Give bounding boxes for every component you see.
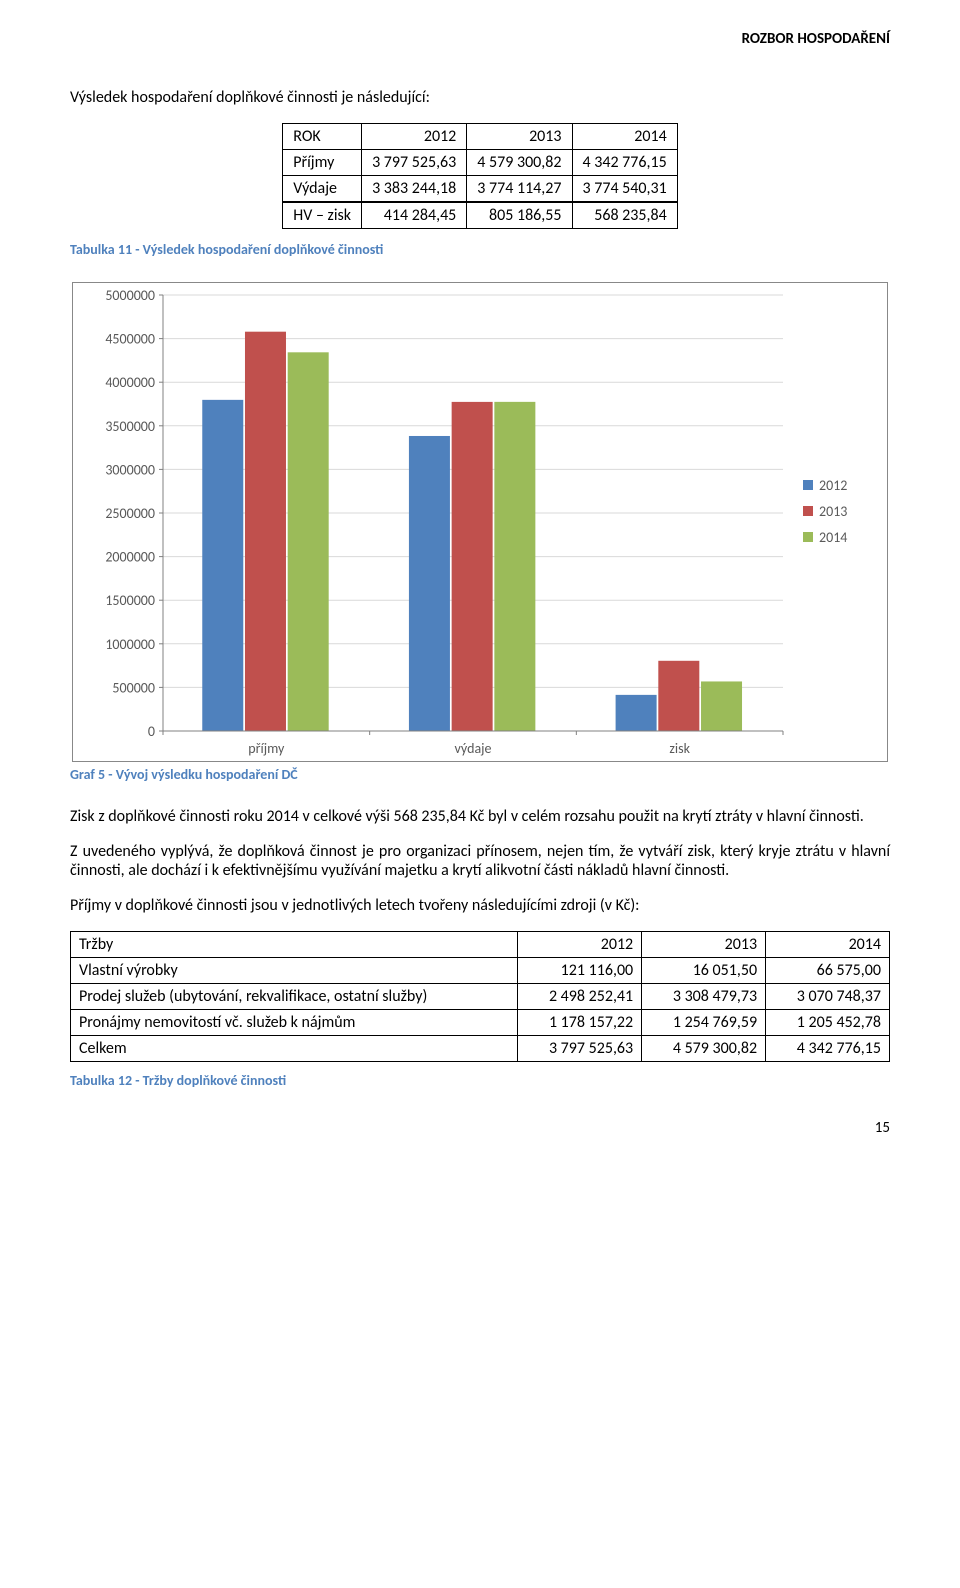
svg-text:2014: 2014 xyxy=(819,529,847,546)
table-cell: 1 254 769,59 xyxy=(642,1010,766,1036)
table-cell: 4 342 776,15 xyxy=(766,1036,890,1062)
table-hv-header-row: ROK 2012 2013 2014 xyxy=(283,124,677,150)
table-cell: Celkem xyxy=(71,1036,518,1062)
table-trzby: Tržby 2012 2013 2014 Vlastní výrobky 121… xyxy=(70,931,890,1062)
table-row: Prodej služeb (ubytování, rekvalifikace,… xyxy=(71,984,890,1010)
table-cell: Pronájmy nemovitostí vč. služeb k nájmům xyxy=(71,1010,518,1036)
bar-chart: 0 500000 1000000 1500000 2000000 2500000 30000… xyxy=(73,283,888,762)
svg-text:4500000: 4500000 xyxy=(105,331,155,348)
table-cell: 414 284,45 xyxy=(362,202,467,229)
table-cell: 4 579 300,82 xyxy=(467,150,572,176)
svg-text:0: 0 xyxy=(148,723,155,740)
table-trzby-caption: Tabulka 12 - Tržby doplňkové činnosti xyxy=(70,1072,890,1089)
table-cell: Výdaje xyxy=(283,176,362,203)
svg-text:1000000: 1000000 xyxy=(105,636,155,653)
table-cell: 3 383 244,18 xyxy=(362,176,467,203)
table-cell: 3 070 748,37 xyxy=(766,984,890,1010)
para-dc-benefit: Z uvedeného vyplývá, že doplňková činnos… xyxy=(70,842,890,880)
para-zisk: Zisk z doplňkové činnosti roku 2014 v ce… xyxy=(70,807,890,826)
table-row: Celkem 3 797 525,63 4 579 300,82 4 342 7… xyxy=(71,1036,890,1062)
table-trzby-header-row: Tržby 2012 2013 2014 xyxy=(71,932,890,958)
table-row: Příjmy 3 797 525,63 4 579 300,82 4 342 7… xyxy=(283,150,677,176)
table-cell: 4 579 300,82 xyxy=(642,1036,766,1062)
svg-text:4000000: 4000000 xyxy=(105,374,155,391)
table-cell: 3 308 479,73 xyxy=(642,984,766,1010)
svg-text:2500000: 2500000 xyxy=(105,505,155,522)
table-cell: 121 116,00 xyxy=(518,958,642,984)
svg-text:výdaje: výdaje xyxy=(455,740,492,757)
table-cell: HV – zisk xyxy=(283,202,362,229)
table-cell: 568 235,84 xyxy=(572,202,677,229)
table-hv-h3: 2014 xyxy=(572,124,677,150)
table-cell: 2 498 252,41 xyxy=(518,984,642,1010)
table-cell: 3 797 525,63 xyxy=(518,1036,642,1062)
table-cell: 1 178 157,22 xyxy=(518,1010,642,1036)
table-trzby-h1: 2012 xyxy=(518,932,642,958)
table-cell: 3 774 540,31 xyxy=(572,176,677,203)
page-number: 15 xyxy=(70,1119,890,1137)
page-header: ROZBOR HOSPODAŘENÍ xyxy=(70,30,890,48)
svg-text:3500000: 3500000 xyxy=(105,418,155,435)
intro-text: Výsledek hospodaření doplňkové činnosti … xyxy=(70,88,890,107)
table-trzby-h2: 2013 xyxy=(642,932,766,958)
svg-text:příjmy: příjmy xyxy=(248,740,285,757)
table-row: HV – zisk 414 284,45 805 186,55 568 235,… xyxy=(283,202,677,229)
table-cell: 3 774 114,27 xyxy=(467,176,572,203)
svg-text:2000000: 2000000 xyxy=(105,549,155,566)
chart-caption: Graf 5 - Vývoj výsledku hospodaření DČ xyxy=(70,766,890,783)
svg-text:zisk: zisk xyxy=(669,740,690,757)
table-cell: Příjmy xyxy=(283,150,362,176)
table-row: Pronájmy nemovitostí vč. služeb k nájmům… xyxy=(71,1010,890,1036)
table-cell: 4 342 776,15 xyxy=(572,150,677,176)
table-cell: Prodej služeb (ubytování, rekvalifikace,… xyxy=(71,984,518,1010)
table-hv-h2: 2013 xyxy=(467,124,572,150)
svg-text:2012: 2012 xyxy=(819,477,847,494)
table-hv-h0: ROK xyxy=(283,124,362,150)
table-cell: 16 051,50 xyxy=(642,958,766,984)
table-cell: 66 575,00 xyxy=(766,958,890,984)
table-row: Výdaje 3 383 244,18 3 774 114,27 3 774 5… xyxy=(283,176,677,203)
svg-text:500000: 500000 xyxy=(112,679,155,696)
table-trzby-h0: Tržby xyxy=(71,932,518,958)
table-row: Vlastní výrobky 121 116,00 16 051,50 66 … xyxy=(71,958,890,984)
table-cell: Vlastní výrobky xyxy=(71,958,518,984)
table-trzby-h3: 2014 xyxy=(766,932,890,958)
chart-container: 0 500000 1000000 1500000 2000000 2500000 30000… xyxy=(72,282,888,762)
table-hv-h1: 2012 xyxy=(362,124,467,150)
table-cell: 1 205 452,78 xyxy=(766,1010,890,1036)
page: ROZBOR HOSPODAŘENÍ Výsledek hospodaření … xyxy=(0,0,960,1177)
table-hv: ROK 2012 2013 2014 Příjmy 3 797 525,63 4… xyxy=(282,123,677,229)
svg-text:2013: 2013 xyxy=(819,503,847,520)
svg-text:3000000: 3000000 xyxy=(105,461,155,478)
table-cell: 3 797 525,63 xyxy=(362,150,467,176)
table-cell: 805 186,55 xyxy=(467,202,572,229)
svg-text:5000000: 5000000 xyxy=(105,287,155,304)
table-hv-caption: Tabulka 11 - Výsledek hospodaření doplňk… xyxy=(70,241,890,258)
para-sources: Příjmy v doplňkové činnosti jsou v jedno… xyxy=(70,896,890,915)
svg-text:1500000: 1500000 xyxy=(105,592,155,609)
